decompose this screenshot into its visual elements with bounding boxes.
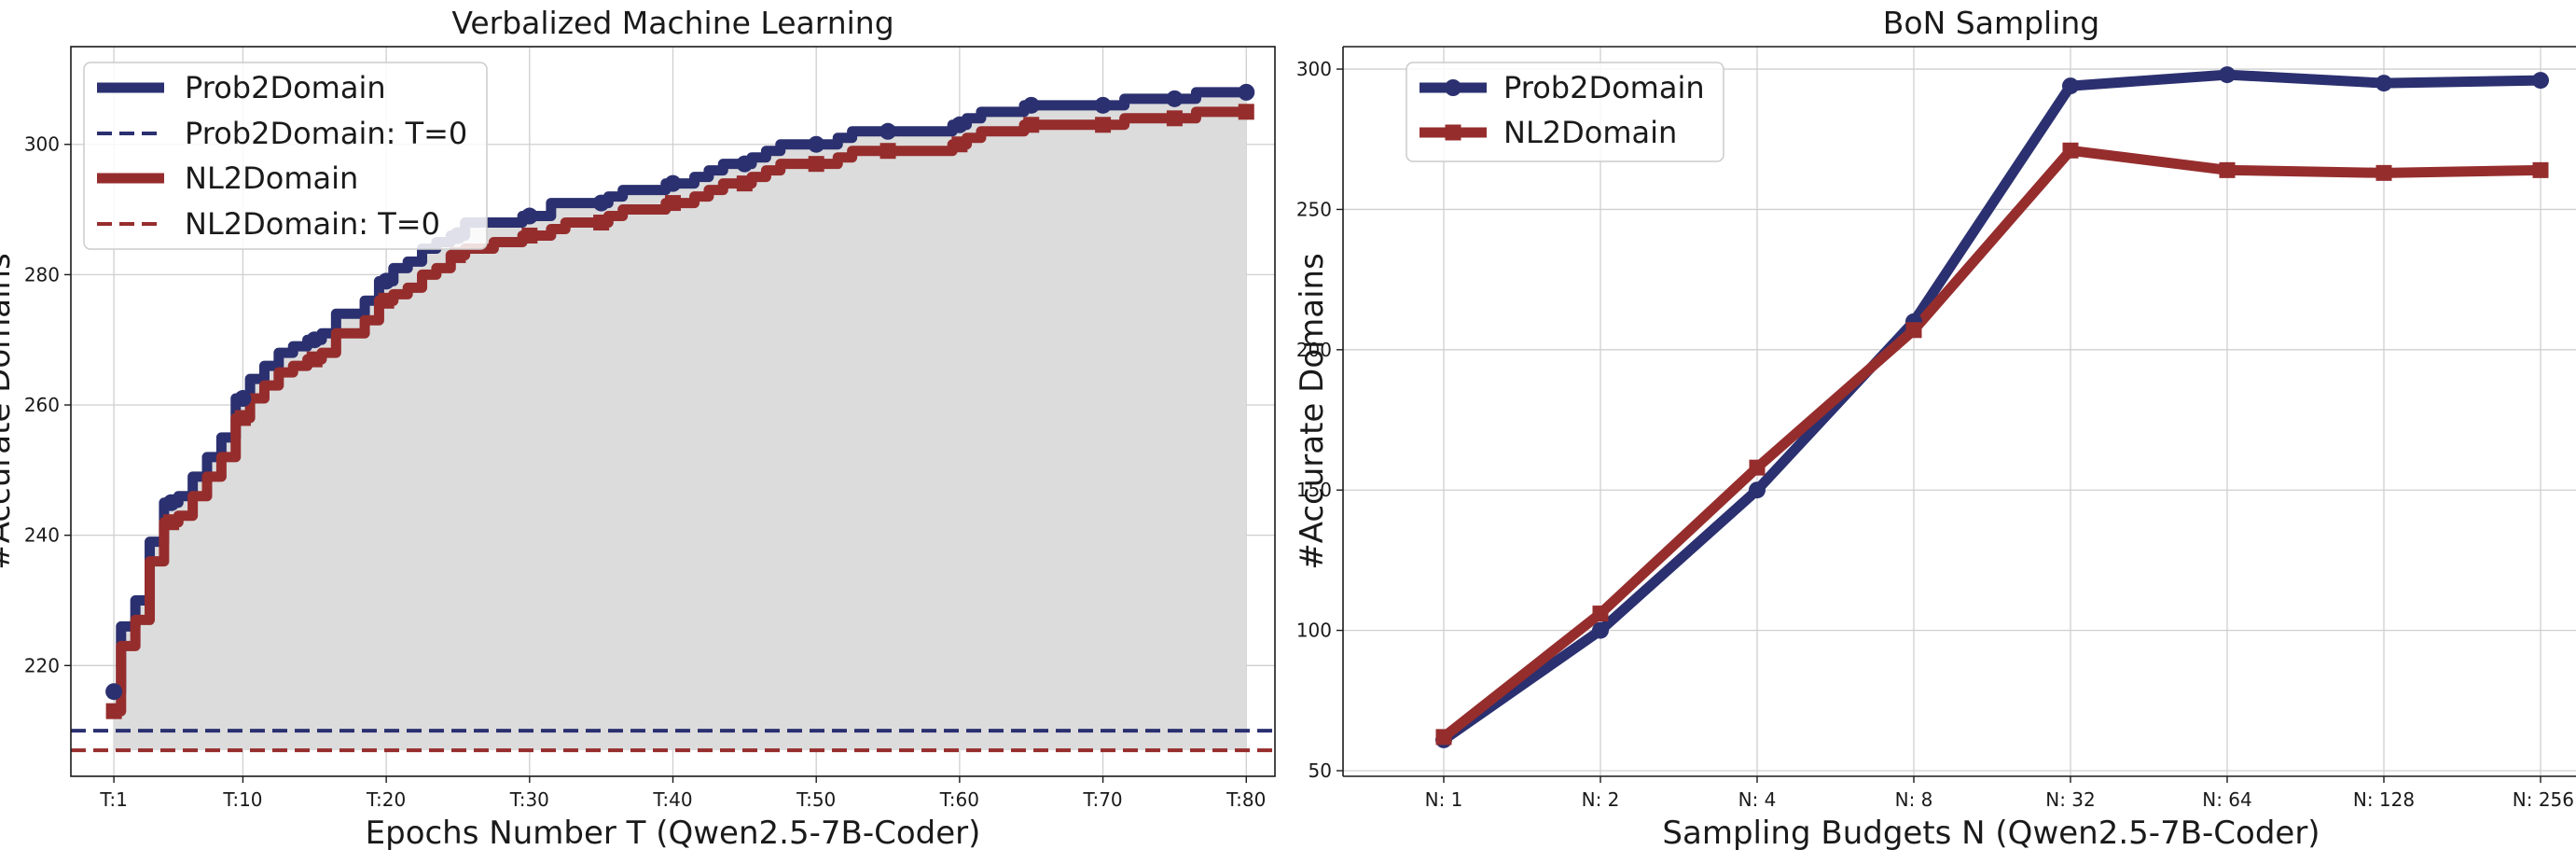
- x-tick-label: N: 128: [2353, 788, 2415, 811]
- prob2domain-point: [234, 390, 252, 408]
- left-chart-title: Verbalized Machine Learning: [451, 5, 893, 41]
- nl2domain-point: [1435, 729, 1452, 746]
- prob2domain-point: [162, 494, 180, 511]
- nl2domain-point: [306, 351, 323, 368]
- prob2domain-point: [105, 683, 123, 701]
- prob2domain-point: [2532, 72, 2549, 90]
- nl2domain-point: [593, 215, 610, 231]
- left-x-axis-label: Epochs Number T (Qwen2.5-7B-Coder): [366, 815, 981, 852]
- nl2domain-point: [2062, 142, 2079, 159]
- nl2domain-point: [1592, 606, 1609, 622]
- nl2domain-line: [1440, 145, 2541, 742]
- y-tick-label: 280: [24, 263, 60, 286]
- nl2domain-point: [2532, 161, 2549, 178]
- prob2domain-point: [1022, 96, 1040, 114]
- nl2domain-point: [1023, 117, 1040, 133]
- legend-label: NL2Domain: [1503, 115, 1677, 150]
- nl2domain-point: [163, 514, 180, 531]
- prob2domain-point: [808, 135, 825, 153]
- left-y-axis-label: #Accurate Domains: [0, 253, 18, 570]
- legend-marker: [1445, 124, 1461, 141]
- nl2domain-point: [1166, 110, 1183, 127]
- y-tick-label: 150: [1296, 479, 1332, 501]
- y-tick-label: 300: [24, 133, 60, 156]
- x-tick-label: T:20: [366, 788, 406, 811]
- left-legend-box: [83, 62, 488, 250]
- prob2domain-point: [879, 122, 897, 140]
- prob2domain-point: [1592, 621, 1609, 639]
- x-tick-label: N: 64: [2202, 788, 2252, 811]
- x-tick-label: T:10: [222, 788, 262, 811]
- y-tick-label: 240: [24, 524, 60, 547]
- prob2domain-line: [1440, 69, 2541, 745]
- nl2domain-point: [521, 227, 538, 244]
- y-tick-label: 200: [1296, 339, 1332, 361]
- nl2domain-point: [105, 703, 122, 719]
- prob2domain-point: [520, 207, 538, 225]
- x-tick-label: N: 8: [1895, 788, 1933, 811]
- nl2domain-point: [879, 143, 896, 160]
- x-tick-label: T:70: [1082, 788, 1122, 811]
- x-tick-label: T:30: [509, 788, 549, 811]
- x-tick-label: T:1: [99, 788, 127, 811]
- x-tick-label: N: 2: [1582, 788, 1620, 811]
- nl2domain-point: [808, 156, 824, 173]
- x-tick-label: N: 4: [1738, 788, 1777, 811]
- prob2domain-point: [736, 155, 754, 173]
- nl2domain-point: [1905, 322, 1922, 339]
- nl2domain-point: [665, 195, 681, 212]
- right-panel: N: 1 N: 2 N: 4 N: 8 N: 32 N: 64 N: 128 N: 256 50…: [1294, 5, 2576, 852]
- left-legend: Prob2Domain Prob2Domain: T=0 NL2Domain NL2D…: [83, 62, 488, 250]
- prob2domain-point: [1749, 481, 1766, 499]
- x-tick-label: N: 32: [2045, 788, 2096, 811]
- x-tick-label: T:50: [796, 788, 836, 811]
- y-tick-label: 220: [24, 654, 60, 676]
- prob2domain-point: [592, 194, 610, 212]
- nl2domain-point: [450, 246, 466, 263]
- nl2domain-point: [1749, 459, 1766, 476]
- nl2domain-point: [951, 136, 968, 153]
- y-tick-label: 300: [1296, 58, 1332, 80]
- nl2domain-point: [2219, 161, 2236, 178]
- legend-label: Prob2Domain: [1503, 70, 1705, 105]
- legend-label: Prob2Domain: T=0: [185, 116, 467, 151]
- prob2domain-point: [306, 331, 324, 349]
- right-x-axis-label: Sampling Budgets N (Qwen2.5-7B-Coder): [1662, 815, 2320, 852]
- prob2domain-point: [664, 174, 682, 192]
- prob2domain-point: [2375, 75, 2392, 92]
- area-fill: [114, 91, 1247, 751]
- nl2domain-point: [1238, 104, 1254, 120]
- right-y-axis-label: #Accurate Domains: [1294, 253, 1331, 570]
- prob2domain-point: [1238, 83, 1255, 101]
- x-tick-label: T:80: [1226, 788, 1266, 811]
- legend-label: NL2Domain: T=0: [185, 206, 440, 242]
- legend-label: Prob2Domain: [185, 70, 386, 105]
- nl2domain-point: [1095, 117, 1112, 133]
- legend-marker: [1445, 79, 1461, 96]
- nl2domain-point: [378, 292, 395, 309]
- prob2domain-point: [1166, 90, 1184, 107]
- nl2domain-point: [736, 175, 753, 192]
- prob2domain-point: [2062, 77, 2079, 95]
- x-tick-label: N: 1: [1425, 788, 1463, 811]
- y-tick-label: 260: [24, 394, 60, 416]
- y-tick-label: 250: [1296, 198, 1332, 220]
- x-tick-label: N: 256: [2513, 788, 2574, 811]
- right-legend: Prob2Domain NL2Domain: [1406, 62, 1724, 162]
- x-tick-label: T:40: [652, 788, 692, 811]
- prob2domain-point: [950, 116, 968, 133]
- nl2domain-point: [234, 410, 251, 426]
- right-chart-title: BoN Sampling: [1883, 5, 2099, 41]
- prob2domain-point: [378, 272, 395, 290]
- nl2domain-point: [2375, 164, 2392, 181]
- x-tick-label: T:60: [939, 788, 979, 811]
- legend-label: NL2Domain: [185, 160, 358, 196]
- y-tick-label: 100: [1296, 620, 1332, 642]
- prob2domain-point: [2219, 66, 2236, 84]
- y-tick-label: 50: [1309, 759, 1332, 782]
- prob2domain-point: [1094, 96, 1112, 114]
- left-panel: T:1 T:10 T:20 T:30 T:40 T:50 T:60 T:70 T:80 220 24…: [0, 5, 1276, 852]
